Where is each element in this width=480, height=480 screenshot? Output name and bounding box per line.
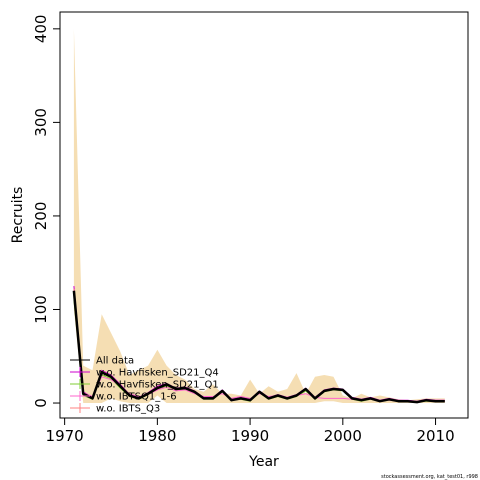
x-tick-label: 2000 (324, 427, 362, 445)
confidence-band (73, 28, 445, 404)
legend-label: All data (96, 356, 134, 367)
y-tick-label: 100 (32, 295, 50, 324)
x-axis-title: Year (248, 454, 279, 470)
y-axis: 0 100 200 300 400 (32, 15, 60, 408)
y-tick-label: 400 (32, 15, 50, 44)
plot-frame (59, 11, 469, 419)
x-axis: 1970 1980 1990 2000 2010 (46, 418, 455, 445)
footer-credit: stockassessment.org, kat_test01, r998 (381, 474, 478, 480)
confidence-band-layer (73, 28, 445, 404)
x-tick-label: 1980 (138, 427, 176, 445)
legend-label: w.o. Havfisken_SD21_Q1 (96, 380, 219, 391)
x-tick-label: 1970 (46, 427, 84, 445)
y-tick-label: 0 (32, 398, 50, 408)
x-tick-label: 2010 (416, 427, 454, 445)
y-tick-label: 200 (32, 202, 50, 231)
y-axis-title: Recruits (10, 187, 26, 244)
series-line-0 (72, 290, 445, 404)
y-tick-label: 300 (32, 108, 50, 137)
legend-label: w.o. IBTSQ1_1-6 (96, 392, 177, 403)
x-tick-label: 1990 (231, 427, 269, 445)
legend-label: w.o. IBTS_Q3 (96, 404, 160, 415)
legend-label: w.o. Havfisken_SD21_Q4 (96, 368, 219, 379)
series-layer (72, 286, 445, 404)
